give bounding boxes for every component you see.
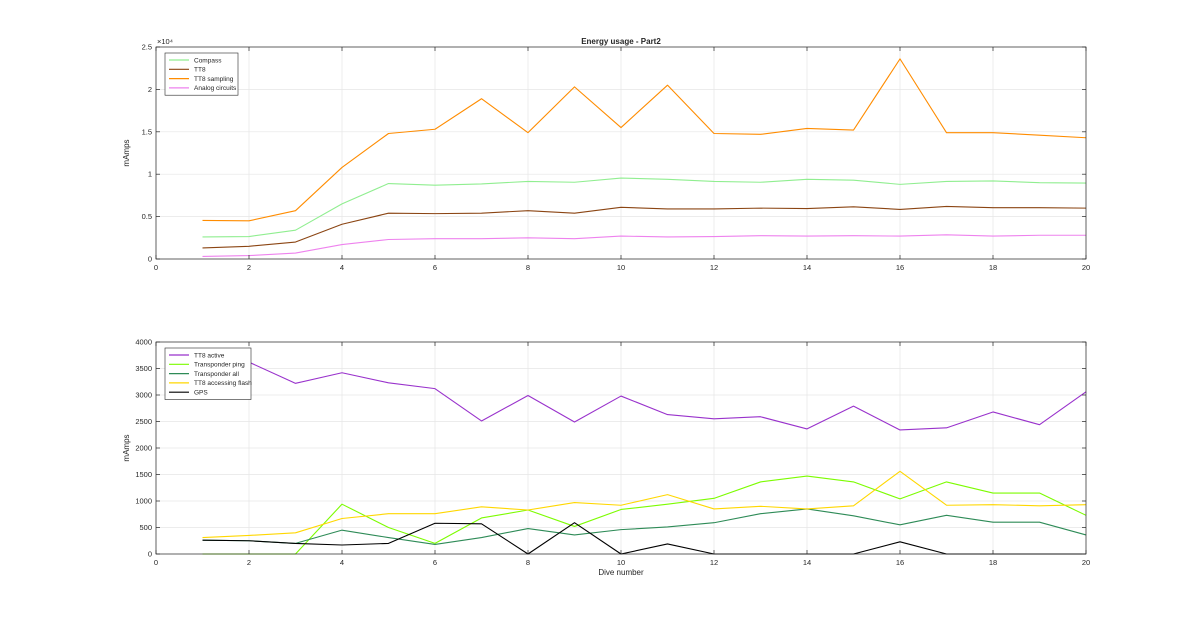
y-tick-label: 2.5 xyxy=(142,43,152,52)
chart-title: Energy usage - Part2 xyxy=(581,37,661,46)
y-tick-label: 2 xyxy=(148,85,152,94)
x-tick-label: 18 xyxy=(989,558,997,567)
y-axis-label: mAmps xyxy=(122,434,131,461)
x-tick-label: 12 xyxy=(710,558,718,567)
y-tick-label: 1500 xyxy=(135,470,152,479)
legend-label-analog-circuits: Analog circuits xyxy=(194,85,237,92)
legend-label-gps: GPS xyxy=(194,390,208,397)
legend-label-tt8-accessing-flash: TT8 accessing flash xyxy=(194,380,252,387)
y-tick-label: 1000 xyxy=(135,497,152,506)
x-tick-label: 20 xyxy=(1082,558,1090,567)
y-tick-label: 500 xyxy=(139,523,152,532)
y-tick-label: 3000 xyxy=(135,391,152,400)
legend-label-transponder-all: Transponder all xyxy=(194,371,239,378)
legend: Compass TT8 TT8 sampling Analog circuits xyxy=(164,52,239,96)
x-tick-label: 10 xyxy=(617,558,625,567)
y-tick-label: 0.5 xyxy=(142,212,152,221)
legend-label-tt8: TT8 xyxy=(194,67,206,74)
x-tick-label: 14 xyxy=(803,263,811,272)
top-chart: 0 2 4 6 8 10 12 14 16 18 20 0 0.5 1 1.5 2 2.5 ×10⁴ Energy … xyxy=(122,37,1090,272)
x-tick-label: 0 xyxy=(154,558,158,567)
series-line-analog-circuits xyxy=(202,234,1086,258)
x-tick-label: 0 xyxy=(154,263,158,272)
y-tick-label: 1.5 xyxy=(142,127,152,136)
x-tick-label: 18 xyxy=(989,263,997,272)
legend-label-tt8-sampling: TT8 sampling xyxy=(194,76,234,83)
series-line-tt8 xyxy=(202,205,1087,249)
series-line-tt8-sampling xyxy=(202,58,1087,222)
x-tick-label: 6 xyxy=(433,558,437,567)
x-tick-label: 12 xyxy=(710,263,718,272)
y-exponent-label: ×10⁴ xyxy=(157,37,173,46)
x-tick-label: 20 xyxy=(1082,263,1090,272)
legend-label-tt8-active: TT8 active xyxy=(194,352,225,359)
series-line-compass xyxy=(202,177,1087,238)
y-tick-label: 1 xyxy=(148,170,152,179)
y-tick-label: 4000 xyxy=(135,338,152,347)
legend-label-compass: Compass xyxy=(194,57,222,64)
x-axis-label: Dive number xyxy=(598,568,644,577)
x-tick-label: 4 xyxy=(340,558,344,567)
x-tick-label: 2 xyxy=(247,263,251,272)
x-tick-label: 16 xyxy=(896,558,904,567)
x-tick-label: 6 xyxy=(433,263,437,272)
y-tick-label: 2500 xyxy=(135,417,152,426)
x-tick-label: 10 xyxy=(617,263,625,272)
y-tick-label: 0 xyxy=(148,255,152,264)
x-tick-label: 8 xyxy=(526,263,530,272)
y-tick-label: 2000 xyxy=(135,444,152,453)
series-line-gps xyxy=(202,522,1086,555)
bottom-chart: 0 2 4 6 8 10 12 14 16 18 20 0 500 1000 1500 2000 2500 300… xyxy=(122,338,1090,578)
series-line-transponder-ping xyxy=(202,475,1087,555)
series-line-tt8-active xyxy=(202,357,1087,431)
x-tick-label: 16 xyxy=(896,263,904,272)
series-line-transponder-all xyxy=(202,508,1087,546)
x-tick-label: 2 xyxy=(247,558,251,567)
series-line-tt8-accessing-flash xyxy=(202,470,1087,539)
y-tick-label: 0 xyxy=(148,550,152,559)
y-axis-label: mAmps xyxy=(122,139,131,166)
x-tick-label: 14 xyxy=(803,558,811,567)
legend-label-transponder-ping: Transponder ping xyxy=(194,362,245,369)
legend: TT8 active Transponder ping Transponder al… xyxy=(164,347,252,400)
x-tick-label: 4 xyxy=(340,263,344,272)
y-tick-label: 3500 xyxy=(135,364,152,373)
x-tick-label: 8 xyxy=(526,558,530,567)
